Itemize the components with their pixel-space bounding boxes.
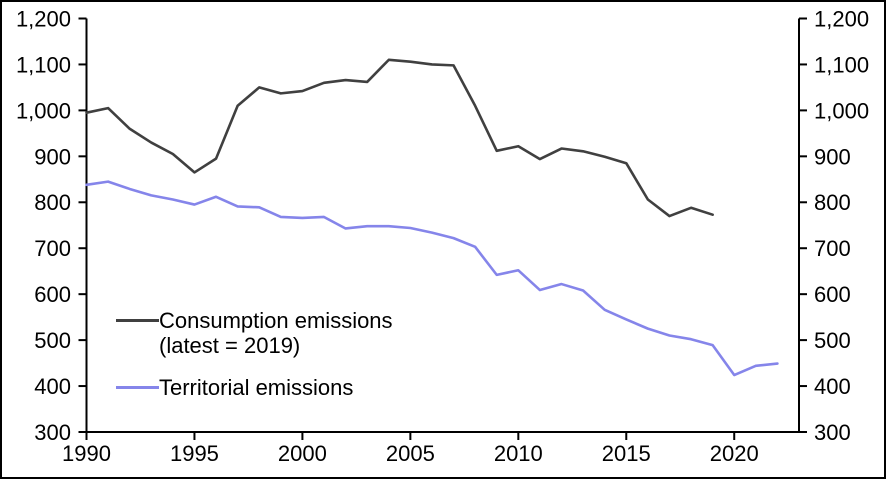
y-axis-label-right: 1,200 [814,6,869,31]
y-axis-label-left: 600 [34,282,71,307]
y-axis-label-right: 1,000 [814,98,869,123]
consumption-line-swatch [116,319,159,322]
y-axis-label-right: 600 [814,282,851,307]
y-axis-label-right: 800 [814,190,851,215]
legend-label-consumption: Consumption emissions (latest = 2019) [159,308,393,358]
territorial-emissions-line [85,180,779,377]
y-axis-label-right: 700 [814,236,851,261]
x-axis-label: 2015 [602,441,651,466]
y-axis-label-left: 700 [34,236,71,261]
y-axis-label-left: 800 [34,190,71,215]
territorial-line-swatch [116,386,159,389]
y-axis-label-right: 500 [814,328,851,353]
x-axis-label: 1990 [62,441,111,466]
y-axis-label-left: 300 [34,420,71,445]
y-axis-label-right: 400 [814,374,851,399]
y-axis-label-right: 900 [814,144,851,169]
chart-legend: Consumption emissions (latest = 2019) Ter… [116,308,393,400]
y-axis-label-left: 1,100 [16,52,71,77]
y-axis-label-left: 1,000 [16,98,71,123]
x-axis-label: 1995 [170,441,219,466]
x-axis-label: 2020 [710,441,759,466]
legend-entry-consumption: Consumption emissions (latest = 2019) [116,308,393,358]
y-axis-label-left: 1,200 [16,6,71,31]
x-axis-label: 2000 [278,441,327,466]
y-axis-label-right: 300 [814,420,851,445]
y-axis-label-right: 1,100 [814,52,869,77]
y-axis-label-left: 500 [34,328,71,353]
y-axis-label-left: 400 [34,374,71,399]
axis-lines [85,18,800,433]
consumption-emissions-line [85,58,714,218]
x-axis-label: 2005 [386,441,435,466]
y-axis-label-left: 900 [34,144,71,169]
x-axis-label: 2010 [494,441,543,466]
legend-entry-territorial: Territorial emissions [116,375,393,400]
legend-label-territorial: Territorial emissions [159,375,354,400]
